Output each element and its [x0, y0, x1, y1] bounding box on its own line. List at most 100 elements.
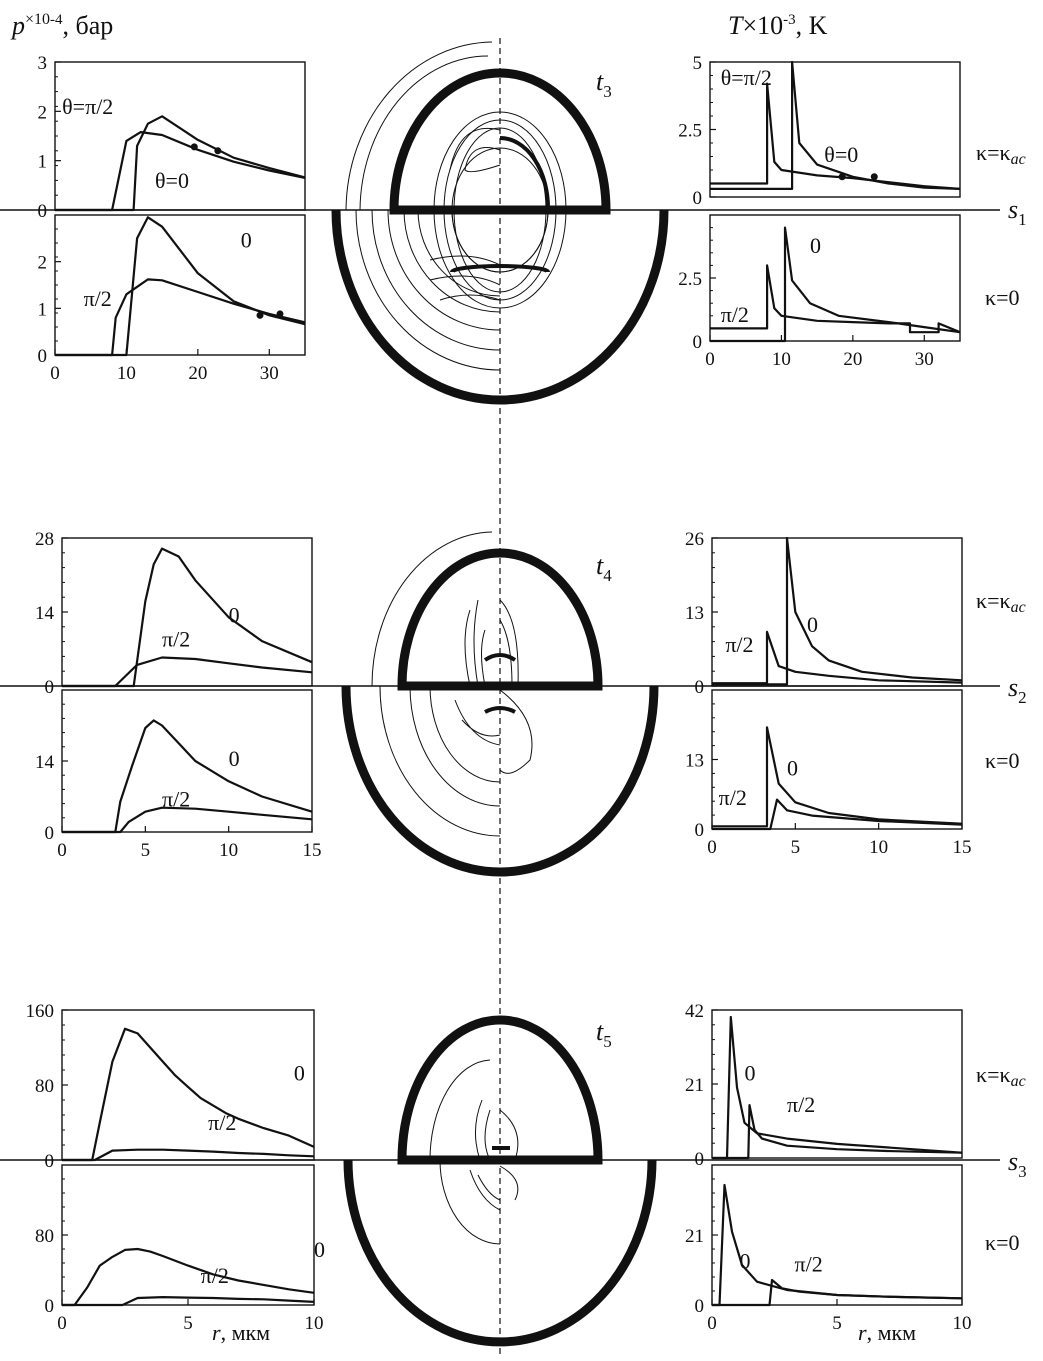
series-label: π/2	[787, 1092, 815, 1117]
x-tick-label: 30	[915, 349, 934, 370]
x-tick-label: 20	[188, 363, 207, 384]
series-line	[710, 226, 961, 343]
y-tick-label: 13	[685, 603, 704, 624]
x-tick-label: 10	[772, 349, 791, 370]
series-line	[62, 1296, 315, 1307]
y-tick-label: 3	[38, 53, 48, 74]
series-line	[712, 1015, 963, 1160]
y-tick-label: 13	[685, 751, 704, 772]
data-marker	[870, 173, 878, 181]
x-tick-label: 5	[183, 1313, 193, 1334]
bubble-diagram-t4-lower	[341, 685, 659, 877]
y-tick-label: 0	[695, 1296, 705, 1317]
series-line	[712, 798, 963, 831]
kappa-zero-label-2: κ=0	[985, 748, 1020, 773]
r-unit-left: r, мкм	[212, 1320, 270, 1345]
series-label: π/2	[84, 286, 112, 311]
panel-pL3: 0 14 28 0 π/2	[35, 529, 313, 698]
bubble-diagram-t3-lower	[331, 147, 669, 405]
series-line	[62, 547, 313, 688]
x-tick-label: 5	[832, 1313, 842, 1334]
x-tick-label: 0	[705, 349, 715, 370]
panel-frame	[61, 1009, 315, 1161]
series-label: π/2	[162, 626, 190, 651]
y-tick-label: 0	[45, 823, 55, 844]
data-marker	[838, 173, 846, 181]
data-marker	[190, 143, 198, 151]
series-label: π/2	[721, 302, 749, 327]
series-label: 0	[810, 233, 821, 258]
panel-TR2: 0 2.5 0 10 20 30 0 π/2	[678, 214, 961, 370]
series-line	[710, 60, 961, 190]
series-label: π/2	[795, 1252, 823, 1277]
y-tick-label: 2.5	[678, 269, 702, 290]
series-label: 0	[229, 603, 240, 628]
y-tick-label: 1	[38, 299, 48, 320]
x-tick-label: 0	[50, 363, 60, 384]
pressure-axis-unit: p×10-4, бар	[10, 11, 113, 40]
x-tick-label: 10	[117, 363, 136, 384]
t5-label: t5	[596, 1017, 612, 1051]
series-label: 0	[241, 228, 252, 253]
bubble-diagram-t5	[397, 1015, 603, 1165]
y-tick-label: 160	[26, 1001, 55, 1022]
data-marker	[256, 311, 264, 319]
panel-pL4: 0 14 0 5 10 15 0 π/2	[35, 689, 322, 861]
y-tick-label: 0	[693, 188, 703, 209]
y-tick-label: 0	[45, 1296, 55, 1317]
y-tick-label: 2	[38, 253, 48, 274]
series-line	[55, 131, 306, 212]
s2-label: s2	[1008, 673, 1027, 707]
series-label: π/2	[162, 787, 190, 812]
series-label: 0	[787, 756, 798, 781]
series-label: 0	[740, 1248, 751, 1273]
bubble-diagram-t5-lower	[343, 1159, 657, 1347]
kappa-ac-label-2: κ=κac	[976, 588, 1026, 616]
y-tick-label: 14	[35, 752, 55, 773]
panel-pL5: 0 80 160 0 π/2	[26, 1001, 315, 1172]
temperature-axis-unit: T×10-3, K	[728, 11, 828, 40]
series-line	[712, 1278, 963, 1307]
bubble-diagram-t3	[345, 41, 611, 309]
kappa-ac-label-1: κ=κac	[976, 140, 1026, 168]
x-tick-label: 0	[57, 840, 67, 861]
series-line	[712, 536, 963, 686]
panel-TR6: 0 21 0 5 10 0 π/2	[685, 1164, 972, 1334]
y-tick-label: 80	[35, 1076, 54, 1097]
panel-frame	[61, 537, 313, 687]
panel-TR5: 0 21 42 0 π/2	[685, 1001, 963, 1170]
y-tick-label: 14	[35, 603, 55, 624]
series-line	[55, 278, 306, 357]
x-tick-label: 10	[869, 837, 888, 858]
x-tick-label: 5	[141, 840, 151, 861]
panel-TR3: 0 13 26 0 π/2	[685, 529, 963, 698]
series-label: θ=π/2	[62, 94, 113, 119]
panel-pL1: 0 1 2 3 θ=π/2 θ=0	[38, 53, 306, 222]
t3-label: t3	[596, 67, 612, 101]
series-line	[62, 719, 313, 834]
series-line	[62, 806, 313, 834]
series-line	[62, 1247, 315, 1307]
kappa-ac-label-3: κ=κac	[976, 1062, 1026, 1090]
s3-label: s3	[1008, 1147, 1027, 1181]
x-tick-label: 0	[707, 1313, 717, 1334]
t4-label: t4	[596, 551, 612, 585]
y-tick-label: 5	[693, 53, 703, 74]
y-tick-label: 1	[38, 152, 48, 173]
y-tick-label: 0	[695, 1149, 705, 1170]
x-tick-label: 10	[953, 1313, 972, 1334]
y-tick-label: 2.5	[678, 121, 702, 142]
y-tick-label: 2	[38, 102, 48, 123]
series-line	[712, 1183, 963, 1307]
x-tick-label: 0	[707, 837, 717, 858]
series-label: 0	[807, 612, 818, 637]
series-label: π/2	[208, 1110, 236, 1135]
x-tick-label: 15	[953, 837, 972, 858]
series-label: θ=0	[155, 168, 189, 193]
x-tick-label: 10	[305, 1313, 324, 1334]
y-tick-label: 21	[685, 1226, 704, 1247]
series-label: θ=0	[824, 142, 858, 167]
y-tick-label: 42	[685, 1001, 704, 1022]
